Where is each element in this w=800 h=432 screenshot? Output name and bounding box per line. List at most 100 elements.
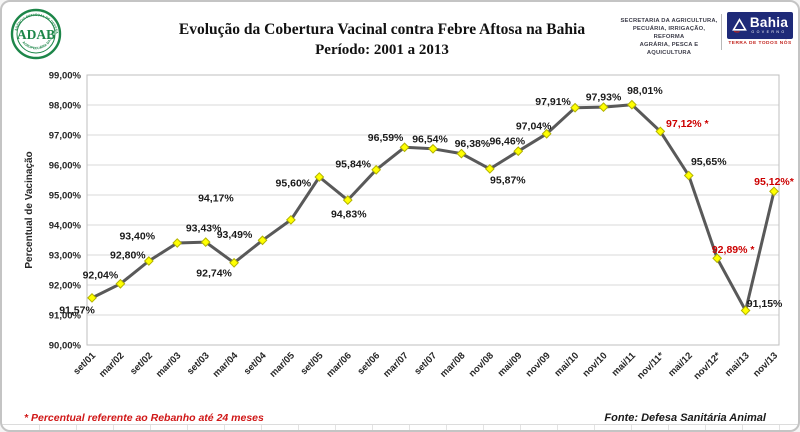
data-label-nov/08: 95,87% bbox=[490, 174, 526, 186]
data-label-mai/13: 91,15% bbox=[747, 298, 783, 310]
data-label-set/03: 93,43% bbox=[186, 223, 222, 235]
svg-text:nov/09: nov/09 bbox=[524, 350, 553, 379]
data-point-nov/08 bbox=[484, 163, 495, 174]
data-point-nov/13 bbox=[769, 186, 779, 197]
data-label-mar/05: 94,17% bbox=[198, 192, 234, 204]
data-point-mai/10 bbox=[570, 102, 580, 113]
data-label-mar/07: 96,59% bbox=[368, 132, 404, 144]
svg-text:set/02: set/02 bbox=[128, 350, 155, 377]
svg-text:nov/12*: nov/12* bbox=[692, 350, 724, 382]
y-axis-tick-labels: 99,00% 98,00% 97,00% 96,00% 95,00% 94,00% 93,0… bbox=[49, 71, 82, 352]
svg-text:set/04: set/04 bbox=[242, 350, 269, 377]
bahia-logo-subtitle: GOVERNO bbox=[751, 30, 787, 35]
data-point-mai/13 bbox=[740, 305, 751, 316]
data-label-nov/10: 97,93% bbox=[586, 92, 622, 104]
data-point-set/03 bbox=[200, 237, 211, 248]
data-point-set/02 bbox=[143, 256, 154, 266]
data-point-mar/08 bbox=[456, 148, 467, 159]
data-point-nov/11* bbox=[655, 126, 666, 137]
data-point-mai/09 bbox=[513, 146, 524, 157]
svg-text:91,00%: 91,00% bbox=[49, 311, 82, 322]
data-label-nov/11*: 97,12% * bbox=[666, 118, 710, 130]
data-label-mai/10: 97,91% bbox=[535, 96, 571, 108]
y-axis-title: Percentual de Vacinação bbox=[24, 151, 35, 268]
svg-text:mai/12: mai/12 bbox=[666, 350, 695, 379]
svg-text:nov/08: nov/08 bbox=[467, 350, 496, 379]
data-point-nov/09 bbox=[541, 128, 552, 139]
data-label-set/06: 95,84% bbox=[335, 158, 371, 170]
data-point-mai/12 bbox=[683, 170, 694, 181]
svg-text:mar/07: mar/07 bbox=[381, 350, 410, 379]
svg-text:nov/10: nov/10 bbox=[581, 350, 610, 379]
plot-border bbox=[86, 74, 780, 346]
page-title: Evolução da Cobertura Vacinal contra Feb… bbox=[178, 21, 586, 38]
data-label-set/02: 92,80% bbox=[110, 250, 146, 262]
data-point-nov/12* bbox=[712, 253, 723, 264]
svg-text:mar/05: mar/05 bbox=[268, 350, 298, 380]
bahia-logo-name: Bahia bbox=[749, 15, 789, 31]
data-label-set/04: 93,49% bbox=[217, 229, 253, 241]
svg-text:93,00%: 93,00% bbox=[49, 251, 82, 262]
data-label-set/05: 95,60% bbox=[276, 178, 312, 190]
data-point-set/06 bbox=[371, 164, 382, 175]
data-label-mai/12: 95,65% bbox=[691, 156, 727, 168]
svg-text:97,00%: 97,00% bbox=[49, 131, 82, 142]
data-label-mar/02: 92,04% bbox=[83, 269, 119, 281]
adab-seal-inner-ring bbox=[16, 14, 56, 54]
footnote-asterisk: * Percentual referente ao Rebanho até 24… bbox=[24, 412, 264, 424]
secretaria-caption: SECRETARIA DA AGRICULTURA, PECUÁRIA, IRR… bbox=[620, 17, 718, 57]
svg-text:mai/13: mai/13 bbox=[723, 350, 752, 379]
data-point-set/05 bbox=[314, 172, 325, 182]
secretaria-line-2: PECUÁRIA, IRRIGAÇÃO, REFORMA bbox=[632, 26, 706, 40]
svg-text:mai/10: mai/10 bbox=[553, 350, 582, 379]
secretaria-line-1: SECRETARIA DA AGRICULTURA, bbox=[620, 18, 718, 24]
bahia-logo-box: Bahia GOVERNO bbox=[727, 12, 793, 39]
data-label-set/01: 91,57% bbox=[59, 304, 95, 316]
data-label-nov/12*: 92,89% * bbox=[712, 244, 756, 256]
data-label-mar/03: 93,40% bbox=[119, 231, 155, 243]
data-point-mai/11 bbox=[627, 99, 637, 110]
svg-text:nov/13: nov/13 bbox=[751, 350, 780, 379]
svg-text:96,00%: 96,00% bbox=[49, 161, 82, 172]
bahia-logo-text: Bahia GOVERNO bbox=[750, 16, 788, 35]
data-label-nov/13: 95,12%* bbox=[754, 176, 795, 188]
svg-text:nov/11*: nov/11* bbox=[635, 350, 667, 382]
data-label-mar/06: 94,83% bbox=[331, 209, 367, 221]
svg-text:99,00%: 99,00% bbox=[49, 71, 82, 82]
svg-text:set/03: set/03 bbox=[185, 350, 212, 377]
svg-text:set/05: set/05 bbox=[299, 350, 326, 377]
data-point-mar/04 bbox=[229, 257, 239, 268]
data-point-nov/10 bbox=[598, 102, 609, 113]
svg-text:98,00%: 98,00% bbox=[49, 101, 82, 112]
svg-text:mar/04: mar/04 bbox=[211, 350, 241, 380]
adab-logo: AGÊNCIA ESTADUAL DE DEFESA AGROPECUÁRIA … bbox=[10, 8, 62, 60]
data-point-set/07 bbox=[428, 143, 438, 154]
svg-text:mai/09: mai/09 bbox=[496, 350, 525, 379]
source-caption: Fonte: Defesa Sanitária Animal bbox=[604, 412, 766, 424]
svg-text:mar/02: mar/02 bbox=[97, 350, 126, 379]
svg-text:92,00%: 92,00% bbox=[49, 281, 82, 292]
data-point-mar/07 bbox=[399, 142, 410, 153]
data-label-mai/09: 96,46% bbox=[489, 136, 525, 148]
svg-text:94,00%: 94,00% bbox=[49, 221, 82, 232]
data-label-mar/08: 96,38% bbox=[455, 138, 491, 150]
data-point-markers bbox=[87, 99, 779, 316]
bahia-logo-tagline: TERRA DE TODOS NÓS bbox=[728, 41, 792, 46]
svg-text:set/01: set/01 bbox=[71, 350, 98, 377]
secretaria-line-3: AGRÁRIA, PESCA E AQUICULTURA bbox=[639, 42, 699, 56]
data-point-mar/03 bbox=[172, 238, 183, 248]
bottom-grid-ruler bbox=[2, 424, 798, 430]
data-point-mar/02 bbox=[115, 278, 126, 289]
bahia-triangle-icon bbox=[731, 18, 747, 33]
page-subtitle: Período: 2001 a 2013 bbox=[315, 42, 449, 58]
data-label-nov/09: 97,04% bbox=[516, 120, 552, 132]
svg-text:mar/03: mar/03 bbox=[154, 350, 183, 379]
svg-text:95,00%: 95,00% bbox=[49, 191, 82, 202]
data-value-labels: 91,57% 92,04% 92,80% 93,40% 93,43% 92,74% 93,4… bbox=[59, 85, 795, 316]
svg-text:mai/11: mai/11 bbox=[610, 350, 639, 379]
bahia-government-logo: Bahia GOVERNO TERRA DE TODOS NÓS bbox=[727, 12, 793, 46]
data-point-set/04 bbox=[257, 235, 268, 246]
data-point-set/01 bbox=[87, 292, 97, 303]
